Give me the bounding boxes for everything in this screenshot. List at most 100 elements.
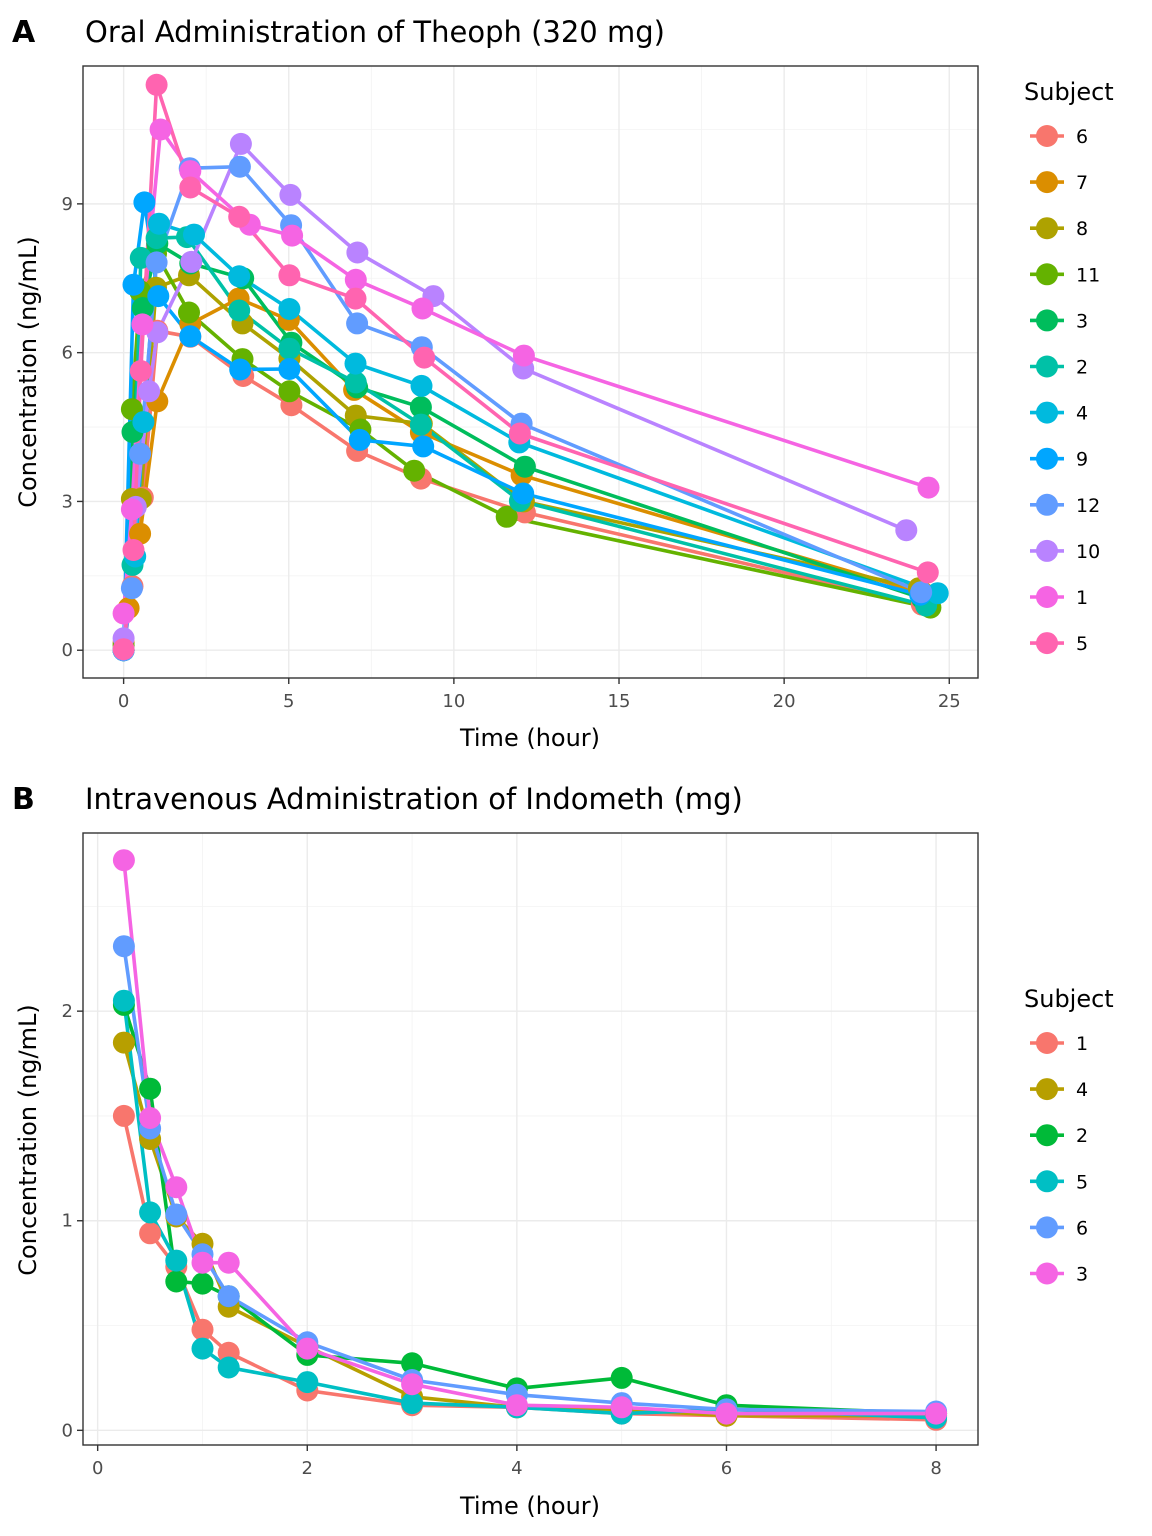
legend-key-point (1036, 632, 1058, 655)
data-point-subject-2 (139, 1077, 162, 1100)
y-tick-label: 6 (62, 343, 73, 364)
legend-label: 6 (1076, 1217, 1088, 1239)
data-point-subject-5 (179, 176, 202, 199)
data-point-subject-3 (112, 849, 135, 872)
legend-item-subject-5: 5 (1030, 1170, 1088, 1193)
data-point-subject-4 (926, 582, 949, 605)
panel-a-x-axis: 0 5 10 15 20 25 (118, 678, 961, 712)
data-point-subject-1 (411, 297, 434, 320)
legend-label: 12 (1076, 495, 1100, 517)
legend-item-subject-8: 8 (1030, 217, 1088, 240)
data-point-subject-4 (183, 223, 205, 246)
legend-key-point (1036, 1170, 1058, 1193)
data-point-subject-5 (217, 1356, 240, 1379)
data-point-subject-3 (296, 1337, 319, 1360)
data-point-subject-3 (409, 396, 432, 419)
legend-item-subject-2: 2 (1030, 355, 1088, 379)
data-point-subject-5 (139, 1201, 162, 1224)
data-point-subject-1 (344, 268, 367, 291)
legend-label: 5 (1076, 1171, 1088, 1193)
panel-b-tag: B (12, 782, 35, 817)
x-tick-label: 25 (938, 691, 961, 712)
data-point-subject-9 (147, 285, 170, 308)
panel-b-x-axis-title: Time (hour) (459, 1492, 600, 1520)
data-point-subject-12 (346, 312, 369, 335)
panel-a-y-axis: 0 3 6 9 (62, 194, 83, 661)
data-point-subject-12 (910, 581, 933, 604)
data-point-subject-9 (229, 358, 252, 381)
data-point-subject-2 (228, 299, 251, 322)
x-tick-label: 20 (773, 691, 796, 712)
data-point-subject-1 (139, 1222, 162, 1245)
legend-item-subject-7: 7 (1030, 171, 1088, 194)
legend-key-point (1036, 125, 1058, 147)
legend-item-subject-2: 2 (1030, 1124, 1088, 1147)
x-tick-label: 15 (608, 691, 631, 712)
data-point-subject-10 (346, 241, 369, 264)
data-point-subject-2 (165, 1270, 188, 1293)
legend-label: 1 (1076, 1033, 1088, 1055)
y-tick-label: 1 (62, 1211, 73, 1232)
panel-b-y-axis: 0 1 2 (62, 1001, 83, 1441)
panel-a-legend: Subject 6 7 8 11 3 2 4 9 12 10 1 5 (1024, 78, 1114, 655)
legend-item-subject-3: 3 (1030, 1262, 1088, 1286)
legend-key-point (1036, 171, 1058, 194)
x-tick-label: 0 (118, 691, 129, 712)
data-point-subject-1 (917, 476, 940, 499)
data-point-subject-2 (610, 1366, 633, 1389)
panel-a-legend-title: Subject (1024, 78, 1114, 106)
data-point-subject-4 (112, 1031, 135, 1054)
data-point-subject-9 (179, 325, 202, 348)
data-point-subject-3 (610, 1396, 633, 1419)
data-point-subject-3 (401, 1373, 424, 1396)
data-point-subject-2 (409, 413, 432, 436)
data-point-subject-4 (344, 352, 367, 375)
y-tick-label: 2 (62, 1001, 73, 1022)
panel-a-title: Oral Administration of Theoph (320 mg) (85, 15, 665, 49)
data-point-subject-5 (401, 1392, 424, 1415)
data-point-subject-10 (180, 250, 203, 273)
data-point-subject-5 (145, 73, 168, 96)
data-point-subject-11 (495, 505, 518, 528)
data-point-subject-12 (228, 155, 251, 178)
legend-key-point (1036, 309, 1058, 332)
data-point-subject-1 (149, 118, 172, 141)
data-point-subject-9 (278, 358, 301, 380)
data-point-subject-3 (217, 1251, 240, 1274)
legend-item-subject-1: 1 (1030, 1032, 1088, 1055)
panel-b-x-axis: 0 2 4 6 8 (92, 1445, 942, 1479)
data-point-subject-3 (715, 1402, 738, 1425)
legend-key-point (1036, 1262, 1058, 1285)
y-tick-label: 0 (62, 640, 73, 661)
legend-label: 1 (1076, 587, 1088, 609)
legend-label: 4 (1076, 403, 1088, 425)
data-point-subject-5 (916, 561, 939, 584)
panel-b: B Intravenous Administration of Indometh… (12, 782, 1114, 1520)
panel-a-y-axis-title: Concentration (ng/mL) (14, 236, 42, 507)
data-point-subject-1 (191, 1318, 214, 1341)
data-point-subject-11 (403, 459, 426, 482)
data-point-subject-4 (278, 298, 301, 320)
data-point-subject-9 (512, 482, 535, 505)
data-point-subject-5 (122, 539, 145, 561)
data-point-subject-1 (112, 1104, 135, 1127)
legend-item-subject-11: 11 (1030, 263, 1100, 286)
legend-item-subject-6: 6 (1030, 125, 1088, 148)
data-point-subject-5 (508, 422, 531, 445)
x-tick-label: 0 (92, 1458, 103, 1479)
panel-b-grid (83, 833, 978, 1445)
panel-a-tag: A (12, 15, 36, 50)
legend-label: 9 (1076, 449, 1088, 471)
data-point-subject-2 (191, 1272, 214, 1295)
data-point-subject-3 (513, 455, 536, 478)
data-point-subject-11 (178, 301, 200, 324)
data-point-subject-5 (344, 287, 367, 310)
legend-label: 5 (1076, 633, 1088, 655)
data-point-subject-1 (179, 160, 202, 183)
data-point-subject-9 (133, 191, 156, 214)
data-point-subject-5 (413, 346, 436, 369)
data-point-subject-12 (129, 442, 152, 465)
x-tick-label: 2 (302, 1458, 313, 1479)
x-tick-label: 6 (721, 1458, 732, 1479)
